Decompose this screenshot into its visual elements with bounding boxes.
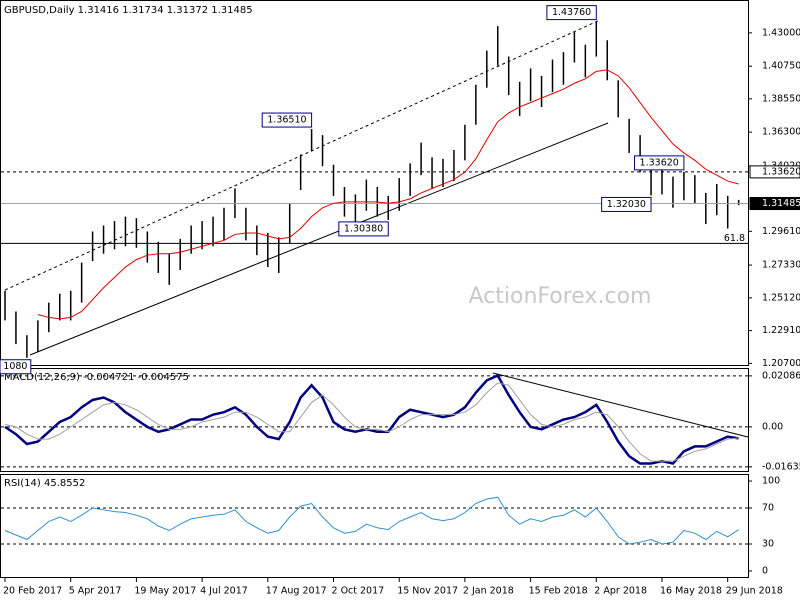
x-tick-label: 15 Feb 2018 (529, 586, 588, 597)
annotation-box (546, 5, 597, 21)
annotation-label: 1.43760 (552, 7, 591, 18)
rsi-title: RSI(14) 45.8552 (4, 478, 85, 489)
y-tick-label: 1.22910 (762, 325, 800, 336)
level-label: 1.33620 (762, 166, 800, 177)
y-tick-label: 0.00 (762, 421, 783, 432)
annotation-box (0, 359, 32, 375)
trend-line (29, 122, 609, 356)
annotation-label: 1.32030 (607, 199, 646, 210)
y-tick-label: 1.36300 (762, 127, 800, 138)
x-tick-label: 17 Aug 2017 (266, 586, 327, 597)
annotation-label: 1.36510 (267, 115, 306, 126)
x-tick-label: 5 Apr 2017 (69, 586, 122, 597)
y-tick-label: 0.020861 (762, 370, 800, 381)
x-tick-label: 15 Nov 2017 (397, 586, 458, 597)
level-label: 1.31485 (762, 198, 800, 209)
series-line (4, 496, 739, 545)
y-tick-label: 30 (762, 538, 774, 549)
y-tick-label: 1.29610 (762, 226, 800, 237)
x-tick-label: 29 Jun 2018 (726, 586, 783, 597)
y-tick-label: 1.40750 (762, 61, 800, 72)
annotation-box (601, 196, 652, 212)
y-tick-label: 70 (762, 503, 774, 514)
macd-title: MACD(12,26,9) -0.004721 -0.004575 (4, 372, 189, 383)
series-line (37, 69, 739, 320)
level-box (749, 165, 800, 179)
y-tick-label: 1.43000 (762, 27, 800, 38)
annotation-box (338, 221, 389, 237)
y-tick-label: 0 (762, 565, 768, 576)
x-tick-label: 2 Apr 2018 (594, 586, 647, 597)
annotation-label: 1080 (3, 361, 27, 372)
y-tick-label: 1.25120 (762, 292, 800, 303)
x-tick-label: 16 May 2018 (660, 586, 722, 597)
x-tick-label: 2 Oct 2017 (332, 586, 385, 597)
y-tick-label: 1.27330 (762, 260, 800, 271)
annotation-label: 1.30380 (344, 223, 383, 234)
watermark: ActionForex.com (469, 284, 652, 309)
y-tick-label: 1.20700 (762, 358, 800, 369)
x-tick-label: 19 May 2017 (134, 586, 196, 597)
annotation-label: 1.33620 (640, 157, 679, 168)
rsi-panel (0, 474, 749, 578)
x-tick-label: 4 Jul 2017 (200, 586, 248, 597)
series-line (4, 382, 739, 462)
y-tick-label: 100 (762, 476, 780, 487)
macd-trend-line (492, 372, 749, 438)
price-title: GBPUSD,Daily 1.31416 1.31734 1.31372 1.3… (4, 5, 253, 16)
y-tick-label: 1.38550 (762, 93, 800, 104)
annotation-box (261, 112, 313, 128)
annotation-box (634, 155, 685, 171)
level-box (749, 197, 800, 211)
level-label: 61.8 (724, 233, 745, 244)
x-tick-label: 20 Feb 2017 (3, 586, 62, 597)
series-line (4, 373, 739, 465)
macd-panel (0, 368, 749, 472)
x-tick-label: 2 Jan 2018 (463, 586, 514, 597)
price-panel (0, 0, 749, 366)
y-tick-label: -0.016357 (762, 461, 800, 472)
